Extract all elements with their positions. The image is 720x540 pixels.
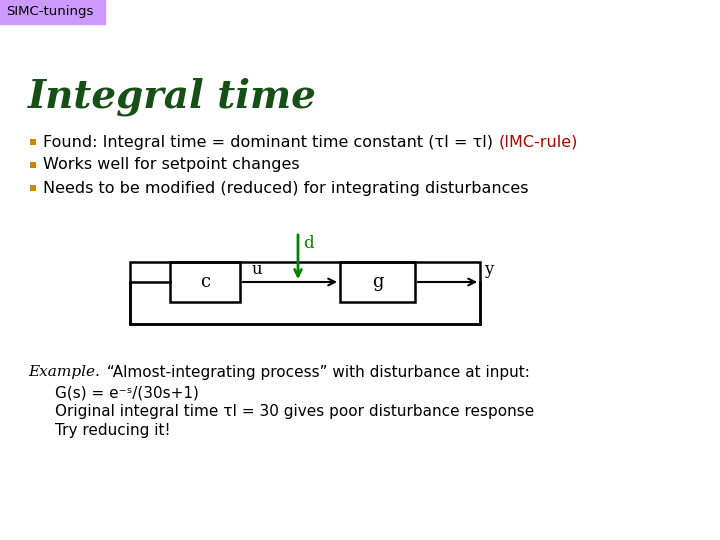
- Text: Original integral time τI = 30 gives poor disturbance response: Original integral time τI = 30 gives poo…: [55, 404, 534, 419]
- Text: Found: Integral time = dominant time constant (τI = τl): Found: Integral time = dominant time con…: [43, 134, 498, 150]
- Text: Try reducing it!: Try reducing it!: [55, 423, 171, 438]
- Bar: [130, 262, 480, 324]
- Text: “Almost-integrating process” with disturbance at input:: “Almost-integrating process” with distur…: [102, 365, 530, 380]
- Text: Example.: Example.: [28, 365, 100, 379]
- Text: g: g: [372, 273, 383, 291]
- Bar: [0, 0, 105, 24]
- Text: G(s) = e⁻ˢ/(30s+1): G(s) = e⁻ˢ/(30s+1): [55, 385, 199, 400]
- Text: SIMC-tunings: SIMC-tunings: [6, 5, 94, 18]
- Text: Integral time: Integral time: [28, 78, 317, 117]
- Text: c: c: [200, 273, 210, 291]
- Bar: [170, 262, 240, 302]
- Text: y: y: [484, 261, 493, 278]
- Text: (IMC-rule): (IMC-rule): [498, 134, 577, 150]
- Text: d: d: [303, 235, 314, 252]
- Text: Works well for setpoint changes: Works well for setpoint changes: [43, 158, 300, 172]
- Bar: [340, 262, 415, 302]
- Text: u: u: [252, 261, 263, 278]
- Text: Needs to be modified (reduced) for integrating disturbances: Needs to be modified (reduced) for integ…: [43, 180, 528, 195]
